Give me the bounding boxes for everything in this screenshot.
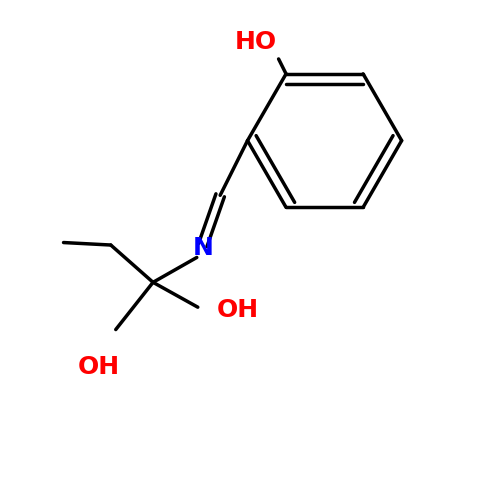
- Text: HO: HO: [235, 30, 278, 54]
- Text: OH: OH: [78, 355, 120, 379]
- Text: N: N: [192, 236, 213, 260]
- Text: OH: OH: [216, 298, 258, 322]
